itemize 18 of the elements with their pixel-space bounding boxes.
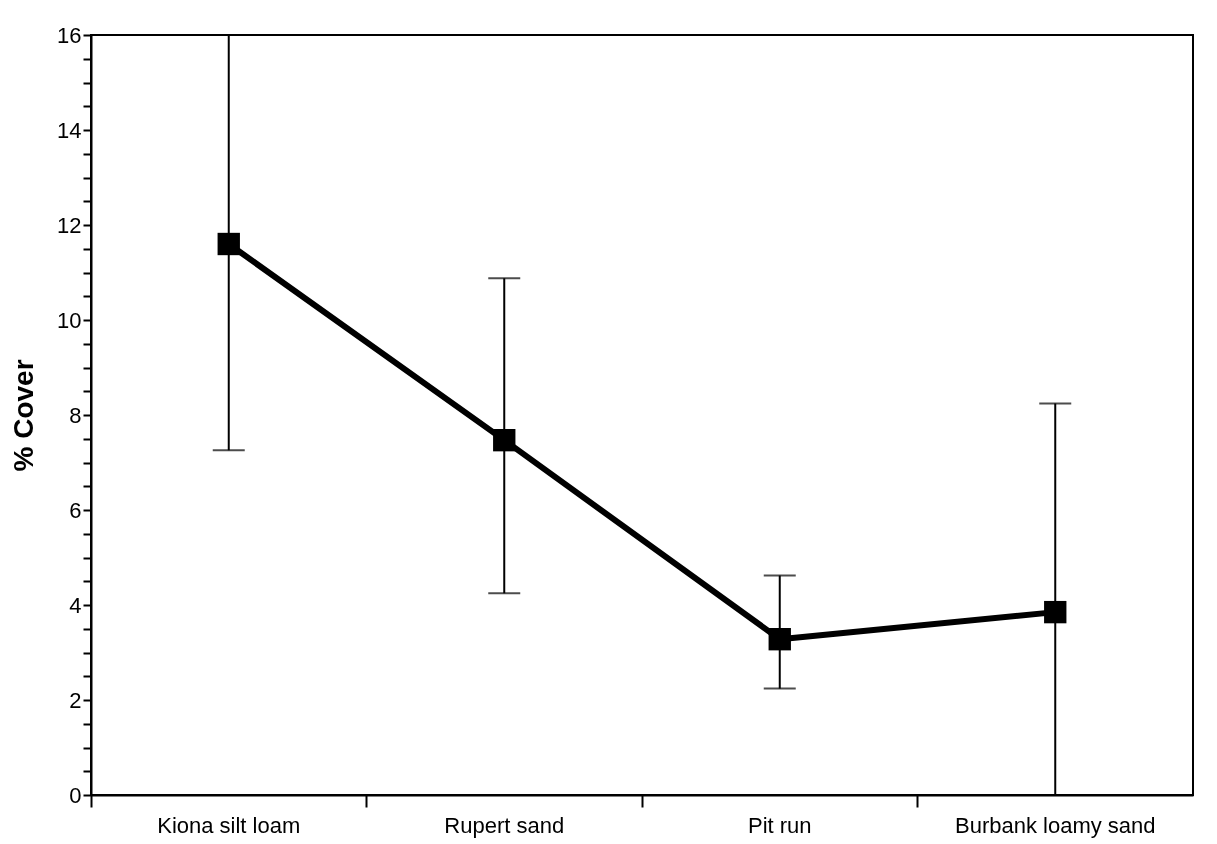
point bbox=[217, 232, 240, 256]
x-tick-label: Burbank loamy sand bbox=[954, 812, 1156, 838]
y-tick-label: 4 bbox=[69, 592, 82, 618]
y-axis-title: % Cover bbox=[8, 359, 40, 472]
y-tick-label: 6 bbox=[69, 497, 82, 523]
y-tick-label: 12 bbox=[57, 212, 82, 238]
y-tick-label: 8 bbox=[69, 402, 82, 428]
x-tick-label: Pit run bbox=[747, 812, 812, 838]
y-tick-label: 16 bbox=[57, 22, 82, 48]
x-tick-label: Kiona silt loam bbox=[157, 812, 301, 838]
point bbox=[493, 428, 516, 452]
y-tick-label: 0 bbox=[69, 782, 82, 808]
y-tick-label: 10 bbox=[57, 307, 82, 333]
x-tick-label: Rupert sand bbox=[444, 812, 565, 838]
y-tick-label: 2 bbox=[69, 687, 82, 713]
y-tick-label: 14 bbox=[57, 117, 82, 143]
point bbox=[1044, 600, 1067, 624]
point bbox=[768, 628, 791, 651]
